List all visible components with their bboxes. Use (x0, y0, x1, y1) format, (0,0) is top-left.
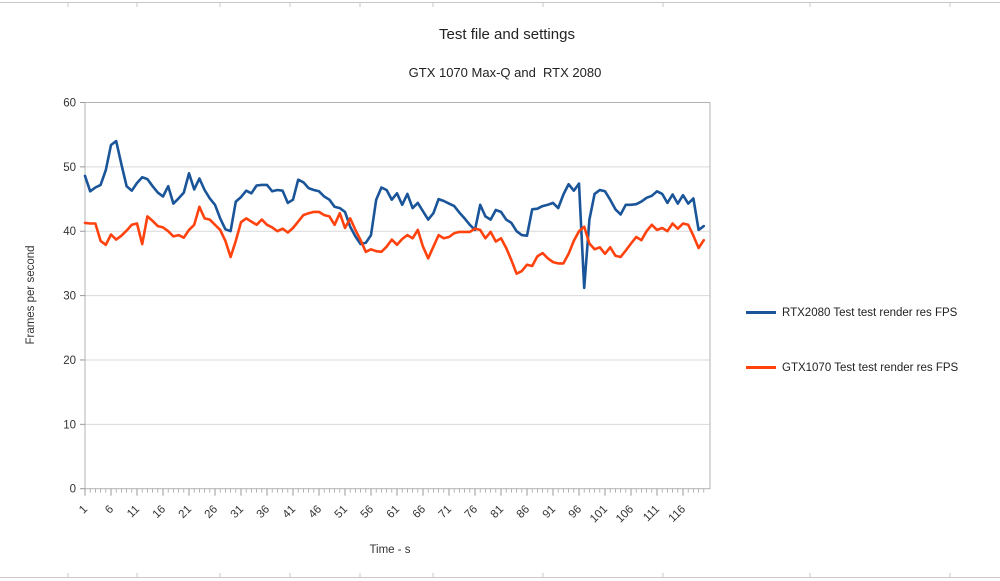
x-tick-label: 71 (437, 503, 455, 521)
x-tick-label: 91 (541, 503, 559, 521)
series-line-rtx2080[interactable] (83, 139, 706, 290)
legend-label-rtx2080: RTX2080 Test test render res FPS (782, 306, 958, 319)
x-tick-label: 81 (489, 503, 507, 521)
x-tick-label: 101 (588, 503, 610, 525)
x-tick-label: 111 (641, 503, 662, 524)
x-tick-label: 51 (333, 503, 351, 521)
x-tick-label: 106 (614, 503, 636, 525)
legend-line-swatch-gtx1070 (746, 365, 776, 370)
x-tick-label: 1 (77, 503, 90, 516)
x-axis-ticks-and-labels: 1 6 11 16 21 26 31 36 41 46 51 56 61 66 71 76 81 86 91 96 10… (77, 488, 705, 525)
x-tick-label: 61 (385, 503, 403, 521)
y-tick-label: 20 (63, 355, 76, 367)
x-tick-label: 56 (359, 503, 377, 521)
x-tick-label: 11 (125, 503, 142, 520)
y-tick-label: 40 (63, 226, 76, 238)
y-tick-label: 60 (63, 98, 76, 110)
y-tick-label: 30 (63, 291, 76, 303)
chart-subtitle: GTX 1070 Max-Q and RTX 2080 (408, 65, 602, 80)
y-axis-ticks-and-labels: 0 10 20 30 40 50 60 (63, 98, 85, 496)
x-axis-title: Time - s (369, 544, 411, 556)
x-tick-label: 96 (567, 503, 585, 521)
legend-label-gtx1070: GTX1070 Test test render res FPS (782, 361, 959, 374)
x-tick-label: 31 (229, 503, 247, 521)
y-axis-title: Frames per second (25, 245, 37, 345)
x-tick-label: 21 (177, 503, 195, 521)
x-tick-label: 116 (667, 503, 688, 524)
legend-item-gtx1070: GTX1070 Test test render res FPS (746, 358, 958, 377)
y-tick-label: 0 (70, 484, 76, 496)
y-tick-label: 10 (63, 419, 76, 431)
chart-legend: RTX2080 Test test render res FPS GTX1070… (746, 267, 958, 413)
x-tick-label: 41 (281, 503, 299, 521)
x-tick-label: 26 (203, 503, 221, 521)
x-tick-label: 76 (463, 503, 481, 521)
x-tick-label: 6 (103, 503, 116, 516)
x-tick-label: 36 (255, 503, 273, 521)
series-line-gtx1070[interactable] (83, 205, 706, 276)
y-gridlines (85, 166, 710, 425)
legend-line-swatch-rtx2080 (746, 310, 776, 315)
x-tick-label: 86 (515, 503, 533, 521)
x-tick-label: 46 (307, 503, 325, 521)
x-tick-label: 16 (151, 503, 169, 521)
chart-title: Test file and settings (439, 26, 575, 43)
legend-item-rtx2080: RTX2080 Test test render res FPS (746, 303, 958, 322)
y-tick-label: 50 (63, 162, 76, 174)
x-tick-label: 66 (411, 503, 429, 521)
